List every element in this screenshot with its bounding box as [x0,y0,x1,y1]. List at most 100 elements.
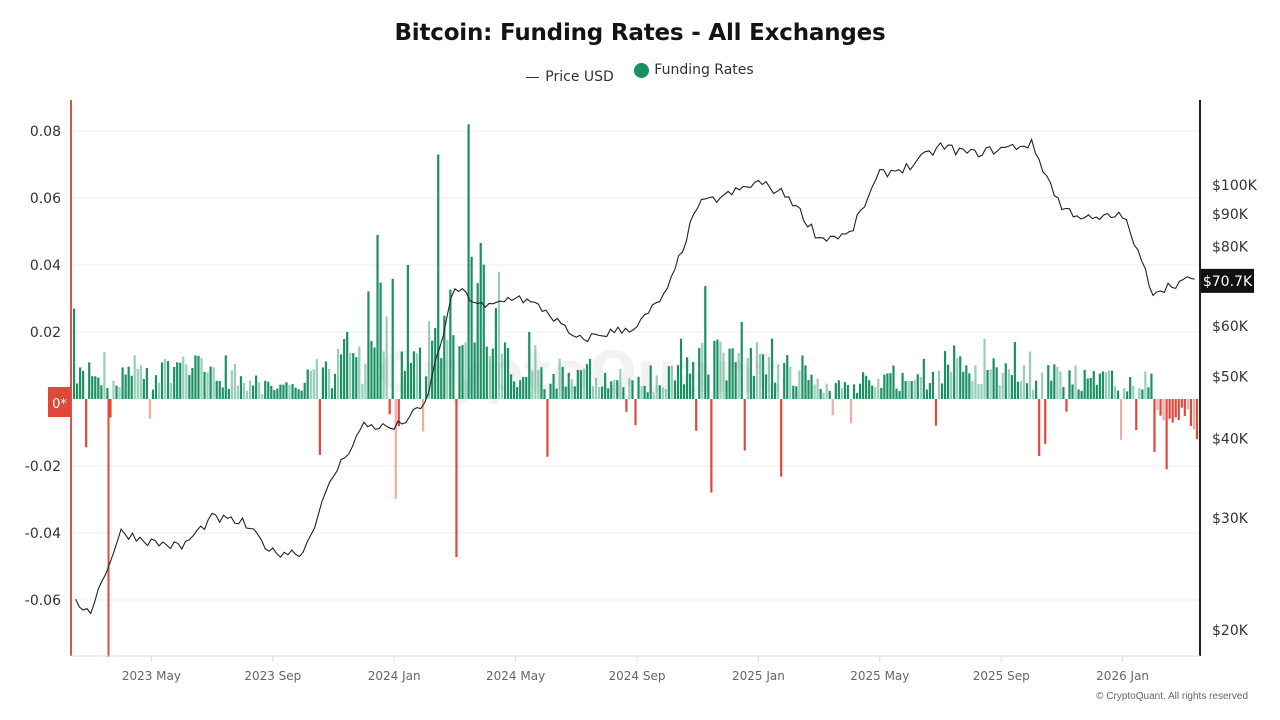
funding-bar-positive [616,380,619,399]
funding-bar-positive [431,340,434,399]
right-tick-label: $20K [1212,623,1249,639]
funding-bar-negative [421,399,425,432]
funding-bar-positive [452,335,455,399]
funding-bar-positive [242,382,246,399]
x-tick-label: 2023 May [122,669,181,683]
funding-bar-positive [989,369,992,399]
funding-bar-positive [792,385,795,399]
funding-bar-positive [133,355,136,399]
zero-badge [48,387,71,417]
funding-bar-positive [358,346,361,399]
funding-bar-positive [701,342,704,399]
funding-bar-negative [1153,399,1156,452]
funding-bar-negative [634,399,637,426]
funding-bar-positive [728,348,731,399]
funding-bar-positive [500,353,504,399]
funding-bar-positive [761,354,765,399]
funding-bar-positive [443,315,446,399]
funding-bar-positive [628,378,631,399]
funding-bar-positive [385,316,388,399]
funding-bar-positive [446,339,449,399]
funding-bar-positive [764,374,768,399]
funding-bar-positive [428,321,431,399]
funding-bar-positive [528,332,531,399]
price-line [75,137,1195,615]
funding-bar-positive [188,375,191,399]
funding-bar-positive [834,383,837,399]
funding-bar-positive [670,365,674,399]
funding-bar-positive [1150,373,1153,399]
funding-bar-positive [1031,389,1035,399]
funding-bar-negative [849,399,853,424]
legend-item-funding[interactable]: Funding Rates [634,62,754,78]
funding-bar-positive [858,383,862,399]
funding-bar-positive [807,379,810,399]
funding-bar-positive [1047,365,1050,399]
funding-bar-positive [167,361,170,399]
funding-bar-positive [646,392,649,399]
funding-bar-positive [622,387,625,399]
funding-bar-positive [100,385,103,399]
funding-bar-positive [558,358,561,399]
funding-bar-positive [494,308,497,399]
funding-bar-positive [567,372,570,399]
funding-bar-positive [279,384,282,399]
funding-bar-negative [388,399,391,415]
funding-bar-positive [1071,384,1074,399]
x-tick-label: 2025 Jan [732,669,785,683]
funding-bar-positive [75,383,79,399]
funding-bar-positive [1095,384,1098,399]
funding-bar-positive [540,367,543,399]
funding-bar-positive [282,384,285,399]
funding-bar-positive [555,388,558,399]
funding-bar-positive [619,368,622,399]
funding-bar-positive [1113,386,1117,399]
x-tick-label: 2023 Sep [244,669,301,683]
funding-bar-positive [658,385,661,399]
funding-bar-positive [267,381,270,399]
funding-bar-positive [874,387,877,399]
funding-bar-positive [151,389,155,399]
funding-bar-positive [664,389,667,399]
funding-bar-negative [831,399,834,416]
funding-bar-positive [470,256,473,399]
funding-bar-positive [194,355,197,399]
funding-bar-positive [610,381,613,399]
funding-bar-positive [173,366,176,399]
funding-bar-positive [983,338,986,399]
funding-bar-positive [1144,371,1147,399]
funding-bar-positive [1068,370,1071,399]
funding-bar-positive [239,376,243,399]
funding-bar-positive [543,389,546,399]
funding-bar-positive [740,321,743,399]
funding-bar-positive [1059,371,1062,399]
funding-bar-positive [682,384,686,399]
funding-bar-negative [1162,399,1165,421]
funding-bar-positive [160,362,164,399]
funding-bar-positive [230,370,233,399]
funding-bar-positive [261,394,264,399]
funding-bar-positive [197,355,200,399]
funding-bar-positive [497,271,501,399]
funding-bar-positive [176,362,179,399]
funding-bar-positive [473,342,476,399]
funding-bar-positive [865,375,868,399]
funding-bar-positive [163,358,167,399]
funding-bar-positive [1022,365,1026,399]
funding-bar-positive [652,392,655,399]
funding-bar-positive [998,385,1001,399]
left-tick-label: -0.06 [25,593,61,609]
funding-bar-positive [203,371,206,399]
funding-bar-positive [306,369,309,399]
legend-item-price[interactable]: Price USD [526,69,614,85]
funding-bar-positive [124,374,127,399]
funding-bar-positive [106,388,109,399]
funding-bar-positive [895,388,898,399]
funding-bar-positive [919,376,922,399]
funding-bar-positive [758,353,762,399]
funding-bar-negative [1038,399,1041,456]
right-tick-label: $80K [1212,240,1249,256]
funding-bar-positive [400,351,403,399]
funding-bar-positive [412,351,416,399]
funding-bar-positive [552,374,555,399]
